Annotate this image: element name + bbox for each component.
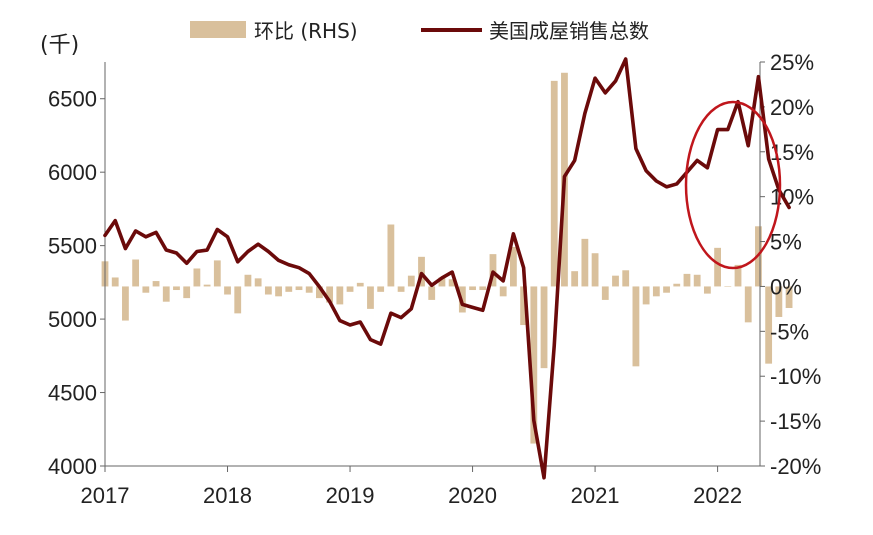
bar-mark [203, 284, 211, 287]
x-tick-label: 2020 [448, 483, 497, 508]
bar-mark [765, 286, 773, 364]
bar-mark [224, 286, 231, 295]
bar-mark [142, 286, 150, 293]
x-tick-label: 2021 [571, 483, 620, 508]
bar-mark [510, 246, 517, 287]
left-tick-label: 5000 [48, 307, 97, 332]
bar-mark [744, 286, 752, 323]
bar-mark [244, 274, 252, 287]
bar-mark [714, 247, 721, 287]
bar-mark [193, 268, 201, 287]
bar-mark [234, 286, 242, 314]
x-tick-label: 2018 [203, 483, 252, 508]
bar-mark [316, 286, 323, 299]
bar-mark [734, 264, 742, 287]
bar-mark [264, 286, 272, 295]
left-tick-label: 5500 [48, 234, 97, 259]
left-tick-label: 6500 [48, 87, 97, 112]
bar-mark [418, 256, 425, 287]
bar-mark [326, 286, 334, 303]
bar-mark [785, 286, 793, 308]
bar-mark [612, 275, 619, 287]
bar-mark [387, 224, 395, 287]
right-tick-label: -10% [770, 364, 821, 389]
bar-mark [591, 253, 599, 287]
legend-bar-swatch [190, 21, 246, 38]
bar-mark [663, 286, 670, 293]
bar-mark [520, 286, 528, 326]
bar-mark [428, 286, 436, 300]
right-tick-label: 5% [770, 230, 802, 255]
bar-mark [356, 282, 364, 287]
bar-mark [775, 286, 783, 317]
bar-mark [601, 286, 609, 300]
bar-mark [673, 283, 681, 287]
right-tick-label: -5% [770, 319, 809, 344]
bar-mark [213, 260, 221, 287]
bar-mark [254, 278, 262, 287]
bar-mark [162, 286, 170, 302]
left-tick-label: 4500 [48, 381, 97, 406]
bar-mark [652, 286, 660, 297]
right-tick-label: 25% [770, 50, 814, 75]
line-series [103, 57, 791, 480]
bar-mark [122, 286, 129, 321]
sales-line [103, 57, 791, 480]
bar-mark [275, 286, 282, 297]
bar-mark [499, 286, 507, 297]
bar-mark [693, 274, 701, 287]
left-tick-label: 4000 [48, 454, 97, 479]
bar-mark [183, 286, 191, 299]
legend-bar-label: 环比 (RHS) [254, 19, 358, 43]
bar-mark [305, 286, 313, 293]
bar-mark [571, 271, 579, 287]
right-tick-label: -15% [770, 409, 821, 434]
bar-series [101, 72, 793, 444]
bar-mark [152, 281, 160, 287]
bar-mark [111, 277, 119, 287]
bar-mark [632, 286, 640, 367]
bar-mark [703, 286, 711, 294]
highlight-circle [684, 100, 782, 270]
bar-mark [132, 259, 140, 287]
bar-mark [622, 270, 630, 287]
right-tick-label: -20% [770, 454, 821, 479]
x-tick-label: 2017 [81, 483, 130, 508]
bar-mark [336, 286, 344, 305]
bar-mark [285, 286, 293, 292]
bar-mark [479, 286, 487, 291]
bar-mark [438, 277, 446, 287]
bar-mark [448, 279, 456, 287]
bar-mark [377, 286, 385, 292]
bar-mark [683, 273, 691, 287]
legend: 环比 (RHS) 美国成屋销售总数 [190, 19, 649, 43]
bar-mark [550, 80, 558, 287]
bar-mark [540, 286, 548, 369]
bar-mark [397, 286, 405, 292]
bar-mark [295, 286, 303, 291]
bar-mark [530, 286, 538, 444]
x-tick-label: 2022 [693, 483, 742, 508]
legend-line-label: 美国成屋销售总数 [489, 19, 649, 43]
bar-mark [367, 286, 374, 309]
bar-mark [642, 286, 650, 305]
left-tick-label: 6000 [48, 160, 97, 185]
right-tick-label: 20% [770, 95, 814, 120]
x-tick-label: 2019 [326, 483, 375, 508]
bar-mark [469, 286, 476, 291]
bar-mark [724, 286, 732, 287]
bar-mark [346, 286, 354, 292]
right-tick-label: 0% [770, 274, 802, 299]
bar-mark [581, 238, 589, 287]
bar-mark [407, 275, 415, 287]
left-axis-unit: (千) [40, 33, 79, 58]
bar-mark [173, 286, 180, 291]
